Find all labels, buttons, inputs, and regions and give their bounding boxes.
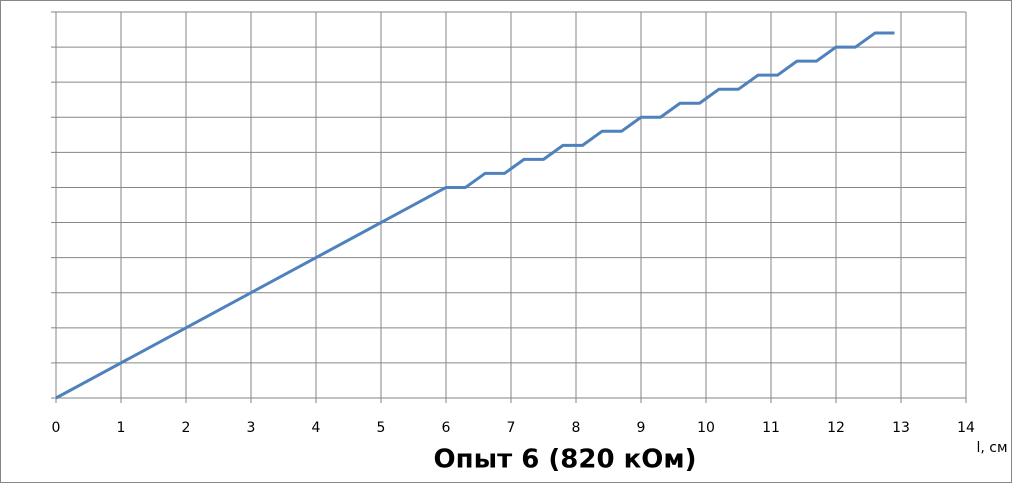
x-axis-label: l, см <box>976 440 1007 456</box>
data-line <box>55 31 895 400</box>
x-tick-label: 13 <box>892 420 910 436</box>
x-tick-label: 5 <box>377 420 386 436</box>
x-tick-label: 9 <box>637 420 646 436</box>
x-tick-label: 1 <box>117 420 126 436</box>
x-tick-label: 3 <box>247 420 256 436</box>
x-tick-label: 8 <box>572 420 581 436</box>
x-tick-label: 7 <box>507 420 516 436</box>
x-tick-label: 10 <box>697 420 715 436</box>
x-tick-label: 14 <box>957 420 975 436</box>
x-tick-label: 0 <box>52 420 61 436</box>
chart-title: Опыт 6 (820 кОм) <box>434 445 697 475</box>
x-tick-label: 4 <box>312 420 321 436</box>
x-tick-label: 6 <box>442 420 451 436</box>
x-tick-label: 11 <box>762 420 780 436</box>
x-tick-label: 2 <box>182 420 191 436</box>
x-tick-label: 12 <box>827 420 845 436</box>
